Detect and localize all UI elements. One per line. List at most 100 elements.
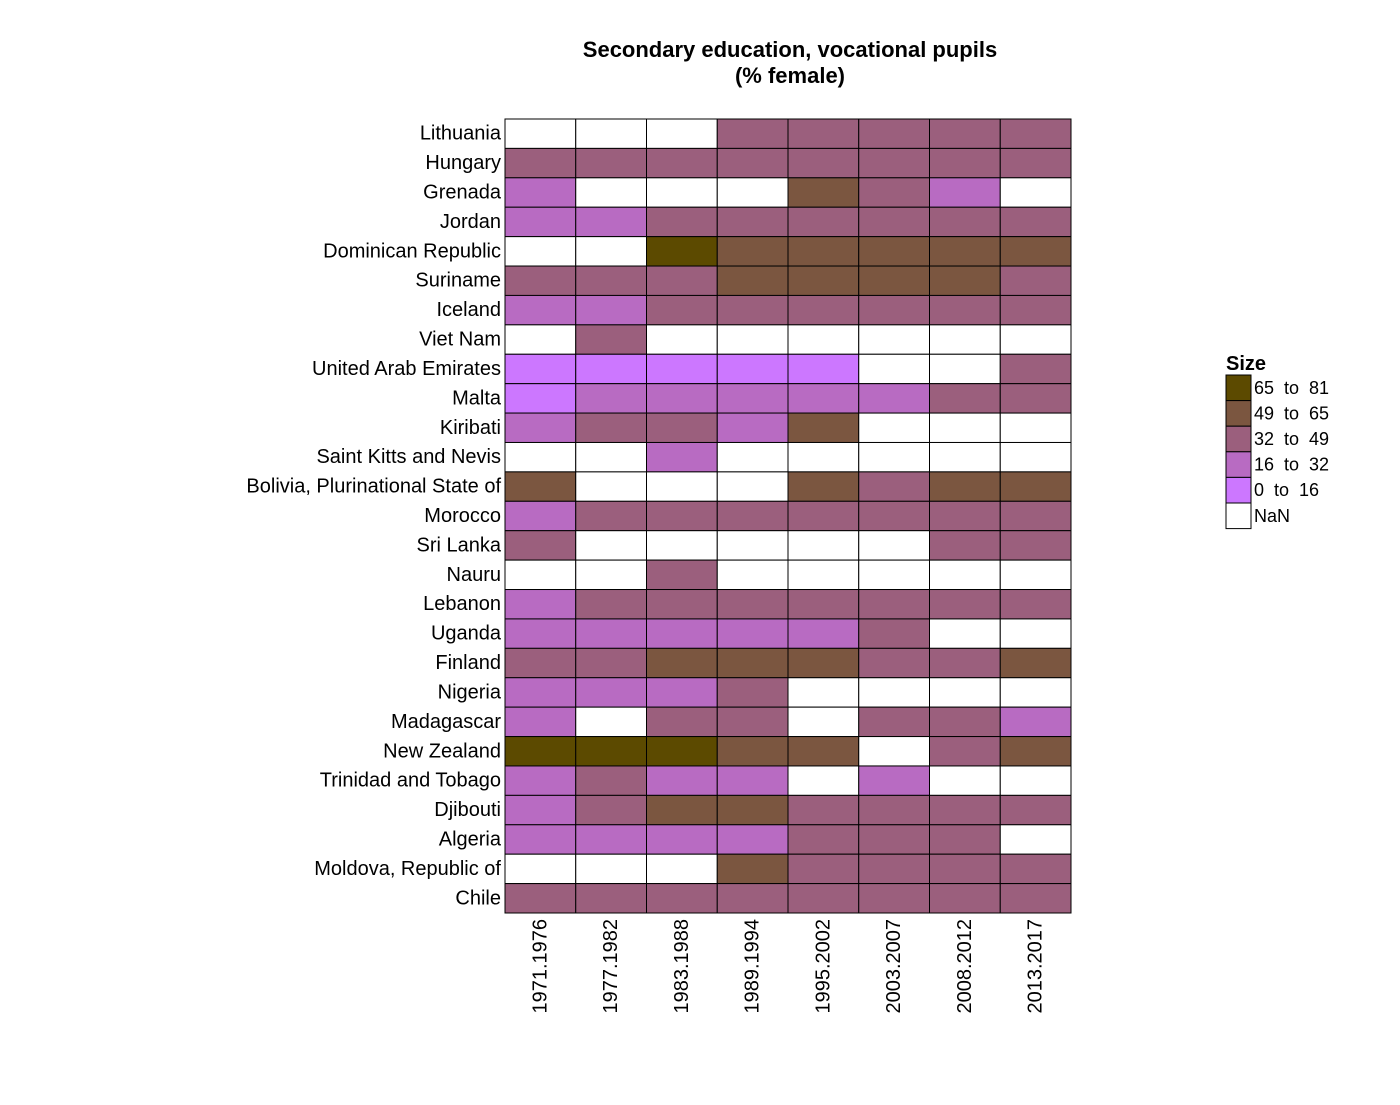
heatmap-cell-nauru-2003-2007 [858, 559, 930, 591]
heatmap-cell-united-arab-emirates-1971-1976 [504, 353, 577, 385]
heatmap-cell-saint-kitts-and-nevis-1977-1982 [575, 441, 647, 473]
heatmap-cell-iceland-1989-1994 [716, 294, 789, 326]
heatmap-cell-madagascar-1983-1988 [646, 706, 718, 738]
heatmap-cell-kiribati-2003-2007 [858, 412, 930, 443]
heatmap-cell-chile-2013-2017 [999, 883, 1072, 914]
heatmap-cell-finland-2008-2012 [929, 647, 1001, 679]
heatmap-cell-kiribati-1977-1982 [575, 412, 647, 443]
heatmap-cell-uganda-1989-1994 [716, 618, 789, 649]
heatmap-cell-bolivia-plurinational-state-of-2013-2017 [999, 471, 1072, 502]
legend-swatch-32-to-49 [1225, 425, 1252, 453]
heatmap-cell-lithuania-1995-2002 [787, 118, 860, 149]
heatmap-cell-finland-1995-2002 [787, 647, 860, 679]
heatmap-cell-suriname-1971-1976 [504, 265, 577, 296]
legend-label-nan: NaN [1254, 506, 1290, 526]
heatmap-cell-grenada-1983-1988 [646, 177, 718, 208]
heatmap-cell-lebanon-1983-1988 [646, 589, 718, 620]
heatmap-cell-uganda-1977-1982 [575, 618, 647, 649]
column-label-1977-1982: 1977.1982 [600, 919, 622, 1014]
heatmap-cell-suriname-2008-2012 [929, 265, 1001, 296]
heatmap-cell-suriname-1995-2002 [787, 265, 860, 296]
heatmap-cell-lebanon-1995-2002 [787, 589, 860, 620]
heatmap-cell-nigeria-1989-1994 [716, 677, 789, 708]
heatmap-cell-malta-1971-1976 [504, 383, 577, 414]
heatmap-cell-kiribati-1995-2002 [787, 412, 860, 443]
heatmap-cell-bolivia-plurinational-state-of-1995-2002 [787, 471, 860, 502]
heatmap-cell-sri-lanka-1983-1988 [646, 530, 718, 561]
row-label-uganda: Uganda [431, 623, 502, 645]
row-label-finland: Finland [435, 652, 501, 674]
heatmap-cell-saint-kitts-and-nevis-2008-2012 [929, 441, 1001, 473]
heatmap-cell-morocco-1971-1976 [504, 500, 577, 532]
row-label-viet-nam: Viet Nam [419, 329, 501, 351]
heatmap-cell-dominican-republic-1977-1982 [575, 236, 647, 267]
column-labels: 1971.1976 1977.1982 1983.1988 1989.1994 1995… [529, 919, 1046, 1014]
heatmap-cell-hungary-1983-1988 [646, 147, 718, 179]
heatmap-cell-suriname-2013-2017 [999, 265, 1072, 296]
heatmap-cell-malta-2003-2007 [858, 383, 930, 414]
heatmap-cell-malta-2008-2012 [929, 383, 1001, 414]
heatmap-cell-djibouti-1971-1976 [504, 794, 577, 826]
heatmap-cell-finland-2013-2017 [999, 647, 1072, 679]
heatmap-cell-hungary-1971-1976 [504, 147, 577, 179]
heatmap-cell-kiribati-2008-2012 [929, 412, 1001, 443]
heatmap-cell-iceland-2003-2007 [858, 294, 930, 326]
heatmap-cell-chile-1971-1976 [504, 883, 577, 914]
heatmap-cell-new-zealand-2008-2012 [929, 736, 1001, 767]
heatmap-cell-djibouti-2008-2012 [929, 794, 1001, 826]
heatmap-cell-saint-kitts-and-nevis-2013-2017 [999, 441, 1072, 473]
heatmap-cell-new-zealand-2013-2017 [999, 736, 1072, 767]
row-label-united-arab-emirates: United Arab Emirates [312, 358, 501, 380]
column-label-2003-2007: 2003.2007 [883, 919, 905, 1014]
heatmap-cell-new-zealand-2003-2007 [858, 736, 930, 767]
heatmap-cell-chile-2003-2007 [858, 883, 930, 914]
heatmap-cell-lithuania-1983-1988 [646, 118, 718, 149]
heatmap-cell-viet-nam-1989-1994 [716, 324, 789, 355]
heatmap-cell-malta-1983-1988 [646, 383, 718, 414]
heatmap-cell-united-arab-emirates-1995-2002 [787, 353, 860, 385]
row-label-morocco: Morocco [424, 505, 501, 527]
row-label-nauru: Nauru [447, 564, 501, 586]
heatmap-cell-sri-lanka-1977-1982 [575, 530, 647, 561]
heatmap-cell-lebanon-1989-1994 [716, 589, 789, 620]
heatmap-cell-uganda-2003-2007 [858, 618, 930, 649]
heatmap-cell-nauru-1977-1982 [575, 559, 647, 591]
row-label-grenada: Grenada [423, 182, 502, 204]
heatmap-cell-united-arab-emirates-1983-1988 [646, 353, 718, 385]
heatmap-cell-lithuania-2008-2012 [929, 118, 1001, 149]
heatmap-cell-finland-1977-1982 [575, 647, 647, 679]
heatmap-cell-new-zealand-1995-2002 [787, 736, 860, 767]
row-label-nigeria: Nigeria [438, 681, 502, 703]
legend-swatch-nan [1225, 502, 1252, 530]
row-label-djibouti: Djibouti [434, 799, 501, 821]
heatmap-cell-nigeria-1977-1982 [575, 677, 647, 708]
heatmap-cell-madagascar-1995-2002 [787, 706, 860, 738]
chart-title-line-1: Secondary education, vocational pupils [583, 37, 997, 62]
heatmap-cell-moldova-republic-of-2003-2007 [858, 853, 930, 885]
heatmap-cell-iceland-2008-2012 [929, 294, 1001, 326]
heatmap-cell-moldova-republic-of-1995-2002 [787, 853, 860, 885]
heatmap-cell-nauru-1995-2002 [787, 559, 860, 591]
heatmap-cell-jordan-1995-2002 [787, 206, 860, 238]
heatmap-cell-dominican-republic-1995-2002 [787, 236, 860, 267]
heatmap-cell-algeria-1971-1976 [504, 824, 577, 855]
column-label-1971-1976: 1971.1976 [529, 919, 551, 1014]
row-label-jordan: Jordan [440, 211, 501, 233]
legend-label-49-to-65: 49 to 65 [1254, 403, 1329, 423]
heatmap-cell-hungary-1995-2002 [787, 147, 860, 179]
heatmap-cell-new-zealand-1989-1994 [716, 736, 789, 767]
row-label-suriname: Suriname [415, 270, 501, 292]
heatmap-cell-dominican-republic-2013-2017 [999, 236, 1072, 267]
heatmap-cell-algeria-1977-1982 [575, 824, 647, 855]
heatmap-cell-morocco-1977-1982 [575, 500, 647, 532]
heatmap-cell-madagascar-1989-1994 [716, 706, 789, 738]
heatmap-cell-suriname-1983-1988 [646, 265, 718, 296]
heatmap-cell-united-arab-emirates-1977-1982 [575, 353, 647, 385]
heatmap-cell-hungary-2003-2007 [858, 147, 930, 179]
heatmap-cell-lebanon-2008-2012 [929, 589, 1001, 620]
heatmap-cell-moldova-republic-of-2013-2017 [999, 853, 1072, 885]
heatmap-cell-nauru-1971-1976 [504, 559, 577, 591]
heatmap-cell-trinidad-and-tobago-1977-1982 [575, 765, 647, 796]
row-label-kiribati: Kiribati [440, 417, 501, 439]
